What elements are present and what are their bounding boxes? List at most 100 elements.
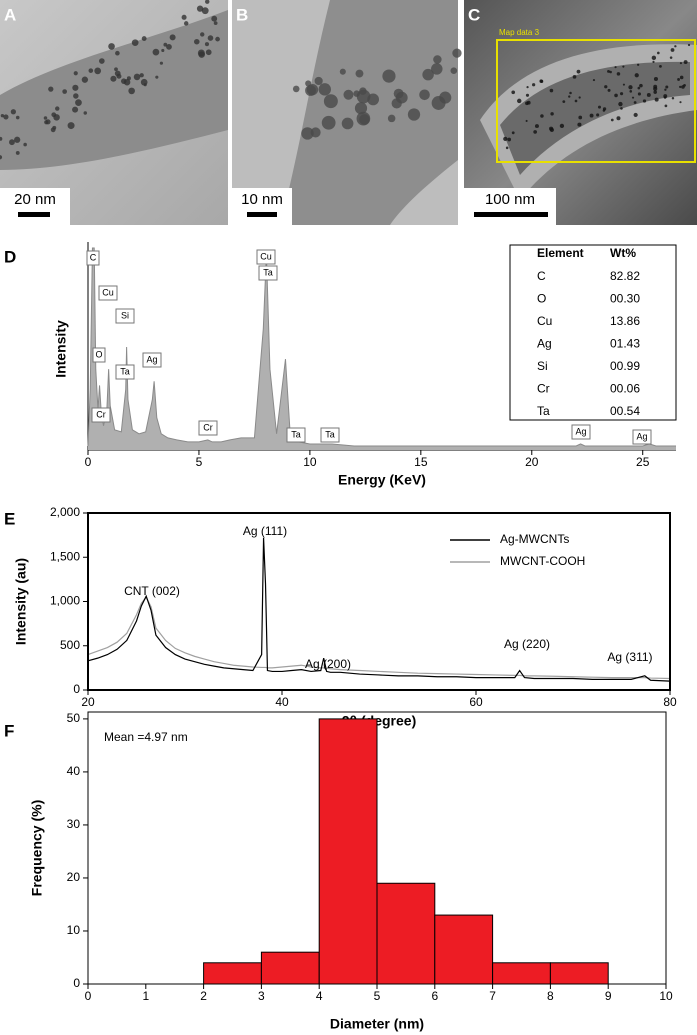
particle bbox=[629, 90, 633, 93]
particle bbox=[616, 116, 621, 121]
particle bbox=[651, 55, 657, 61]
table-header: Element bbox=[537, 246, 584, 260]
particle bbox=[450, 67, 458, 75]
particle bbox=[679, 101, 682, 104]
particle bbox=[602, 109, 606, 112]
tube-core bbox=[500, 61, 690, 175]
spectrum-line bbox=[87, 247, 676, 447]
particle bbox=[108, 43, 115, 50]
y-axis-title: Intensity bbox=[53, 320, 69, 378]
particle bbox=[94, 67, 102, 75]
particle bbox=[419, 89, 430, 101]
peak-label-box bbox=[98, 285, 118, 301]
particle bbox=[321, 115, 336, 130]
particle bbox=[110, 75, 117, 82]
histogram-bar bbox=[492, 962, 551, 985]
peak-label-box bbox=[198, 420, 218, 436]
peak-label: Ta bbox=[120, 366, 130, 376]
x-tick-label: 2 bbox=[200, 989, 207, 1003]
scale-bar-label: 10 nm bbox=[241, 191, 283, 208]
particle bbox=[533, 130, 538, 134]
scale-bar bbox=[247, 212, 277, 217]
particle bbox=[181, 14, 187, 20]
x-tick-label: 8 bbox=[547, 989, 554, 1003]
particle bbox=[663, 96, 667, 99]
particle bbox=[201, 7, 209, 15]
particle bbox=[609, 70, 612, 74]
particle bbox=[355, 69, 364, 78]
scale-bar-bg bbox=[232, 188, 292, 225]
particle bbox=[540, 114, 544, 118]
peak-label: Ta bbox=[263, 267, 273, 277]
peak-label: Ag bbox=[575, 426, 586, 436]
x-tick-label: 0 bbox=[85, 989, 92, 1003]
particle bbox=[653, 90, 657, 94]
particle bbox=[341, 117, 354, 130]
particle bbox=[15, 150, 20, 155]
particle bbox=[639, 83, 643, 88]
particle bbox=[52, 125, 57, 130]
particle bbox=[631, 96, 635, 99]
particle bbox=[323, 94, 338, 109]
legend-label: MWCNT-COOH bbox=[500, 554, 585, 568]
particle bbox=[607, 88, 611, 92]
table-header: Wt% bbox=[610, 246, 636, 260]
particle bbox=[67, 122, 75, 130]
x-axis-title: Diameter (nm) bbox=[330, 1016, 424, 1032]
plot-frame bbox=[87, 512, 671, 691]
particle bbox=[511, 131, 515, 135]
particle bbox=[433, 55, 442, 64]
particle bbox=[659, 64, 662, 68]
table-cell: Cu bbox=[537, 314, 552, 328]
particle bbox=[596, 113, 600, 117]
particle bbox=[339, 68, 346, 75]
particle bbox=[452, 48, 462, 58]
peak-label-box bbox=[115, 364, 135, 380]
particle bbox=[576, 69, 581, 74]
annotation: Mean =4.97 nm bbox=[104, 730, 188, 744]
y-tick-label: 500 bbox=[60, 638, 80, 652]
y-axis-title: Intensity (au) bbox=[13, 558, 29, 645]
particle bbox=[166, 43, 172, 50]
x-tick-label: 0 bbox=[85, 455, 92, 469]
scale-bar-label: 20 nm bbox=[14, 191, 56, 208]
particle bbox=[633, 112, 638, 118]
particle bbox=[642, 99, 647, 103]
x-tick-label: 6 bbox=[431, 989, 438, 1003]
map-box bbox=[496, 39, 696, 163]
particle bbox=[133, 73, 141, 81]
particle bbox=[14, 136, 21, 143]
x-tick-label: 80 bbox=[663, 695, 677, 709]
particle bbox=[654, 97, 659, 102]
particle bbox=[604, 85, 608, 89]
particle bbox=[517, 98, 522, 104]
box-label: Map data 3 bbox=[499, 28, 540, 37]
particle bbox=[200, 32, 205, 37]
particle bbox=[0, 114, 5, 118]
peak-label: Ag (111) bbox=[243, 524, 287, 538]
particle bbox=[589, 113, 594, 118]
particle bbox=[44, 120, 49, 125]
particle bbox=[193, 38, 200, 45]
particle bbox=[359, 87, 367, 95]
particle bbox=[88, 68, 94, 73]
particle bbox=[610, 118, 614, 122]
particle bbox=[123, 78, 131, 86]
peak-label: CNT (002) bbox=[124, 584, 180, 598]
table-cell: O bbox=[537, 292, 546, 306]
y-tick-label: 40 bbox=[67, 764, 81, 778]
particle bbox=[73, 93, 79, 99]
particle bbox=[628, 85, 633, 90]
particle bbox=[562, 100, 566, 103]
particle bbox=[664, 88, 667, 91]
peak-label: C bbox=[90, 252, 97, 262]
particle bbox=[664, 104, 668, 108]
x-tick-label: 4 bbox=[316, 989, 323, 1003]
panel-label: C bbox=[468, 5, 480, 24]
particle bbox=[665, 85, 669, 89]
table-cell: 00.99 bbox=[610, 359, 640, 373]
particle bbox=[633, 101, 637, 104]
particle bbox=[616, 72, 621, 76]
x-tick-label: 60 bbox=[469, 695, 483, 709]
particle bbox=[607, 69, 610, 73]
